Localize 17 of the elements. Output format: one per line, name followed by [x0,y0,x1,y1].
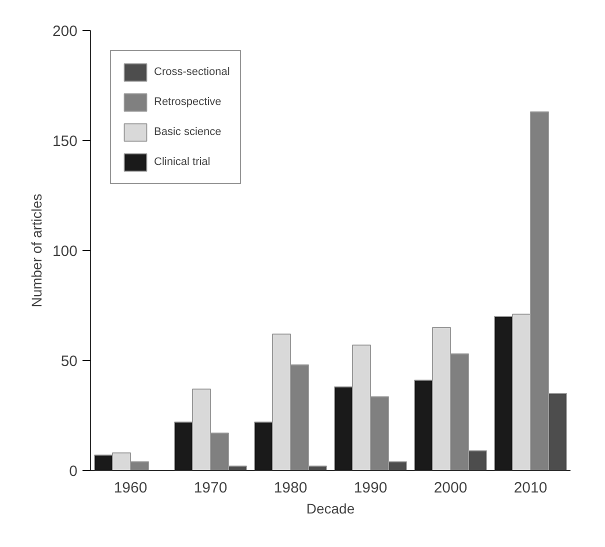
legend-label: Retrospective [154,96,222,108]
x-axis-title: Decade [306,500,355,516]
y-tick-label: 200 [52,23,78,40]
x-tick-label: 2010 [514,480,548,496]
legend-label: Cross-sectional [154,66,230,78]
y-tick-label: 0 [69,463,78,480]
x-tick-label: 2000 [434,480,468,496]
y-tick-label: 50 [60,353,78,370]
legend-label: Basic science [154,126,222,138]
y-tick-label: 150 [52,133,78,150]
x-tick-label: 1970 [194,480,228,496]
legend-label: Clinical trial [154,156,210,168]
y-tick-label: 100 [52,243,78,260]
x-tick-label: 1960 [114,480,148,496]
x-tick-label: 1980 [274,480,308,496]
x-tick-label: 1990 [354,480,388,496]
y-axis-title: Number of articles [28,194,44,308]
